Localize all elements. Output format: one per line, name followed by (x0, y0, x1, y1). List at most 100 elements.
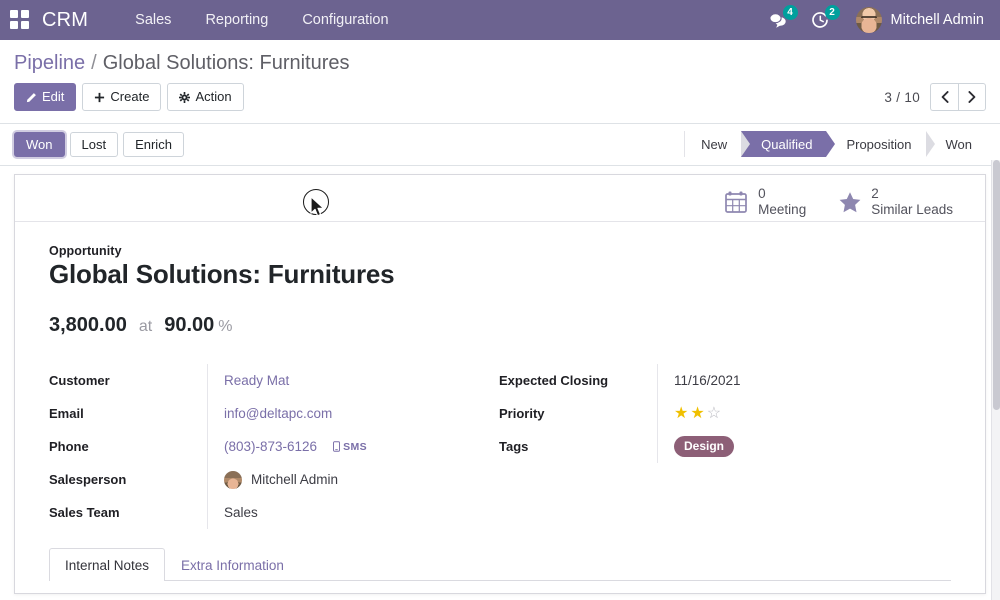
menu-item-reporting[interactable]: Reporting (205, 12, 269, 28)
page-title[interactable]: Global Solutions: Furnitures (49, 259, 395, 289)
tab-extra-information[interactable]: Extra Information (181, 558, 284, 573)
pager-previous-button[interactable] (930, 83, 958, 111)
field-value-expected-closing[interactable]: 11/16/2021 (657, 364, 951, 397)
tag-design[interactable]: Design (674, 436, 735, 457)
apps-grid-square (10, 21, 18, 29)
similar-leads-count: 2 (871, 186, 879, 202)
app-brand-crm[interactable]: CRM (42, 8, 89, 31)
pipeline-stages: New Qualified Proposition Won (684, 131, 986, 157)
navbar-right: 4 2 Mitchell Admin (758, 0, 988, 40)
salesperson-name[interactable]: Mitchell Admin (251, 472, 339, 487)
statusbar-action-buttons: Won Lost Enrich (14, 131, 184, 157)
field-label-customer: Customer (49, 373, 110, 388)
send-sms-link[interactable]: SMS (333, 441, 367, 453)
breadcrumb-separator: / (91, 52, 97, 74)
notebook-tabs: Internal Notes Extra Information (49, 548, 951, 581)
activities-badge: 2 (824, 5, 840, 20)
percent-symbol: % (218, 318, 233, 335)
similar-leads-label: Similar Leads (871, 202, 953, 217)
mobile-phone-icon (333, 441, 341, 452)
mark-won-button[interactable]: Won (14, 131, 65, 157)
form-sheet: 0 Meeting 2 Similar Leads Opportunity Gl… (14, 174, 986, 594)
action-button-label: Action (195, 89, 232, 104)
field-label-priority: Priority (499, 406, 545, 421)
priority-stars[interactable]: ★ ★ ☆ (674, 404, 722, 422)
pager: 3 / 10 (884, 83, 986, 111)
apps-grid-square (10, 10, 18, 18)
create-button[interactable]: Create (82, 83, 162, 111)
edit-button[interactable]: Edit (14, 83, 77, 111)
create-button-label: Create (110, 89, 150, 104)
plus-icon (95, 92, 105, 102)
meeting-label: Meeting (758, 202, 807, 217)
breadcrumb-pipeline[interactable]: Pipeline (14, 52, 86, 74)
star-filled-icon[interactable]: ★ (674, 404, 689, 422)
user-menu[interactable]: Mitchell Admin (842, 7, 988, 33)
star-empty-icon[interactable]: ☆ (706, 404, 722, 422)
star-icon (839, 191, 861, 212)
apps-grid-square (21, 21, 29, 29)
spacer-cell (657, 496, 951, 529)
stage-new[interactable]: New (685, 131, 751, 157)
pager-next-button[interactable] (958, 83, 986, 111)
avatar (855, 7, 882, 33)
field-value-salesperson[interactable]: Mitchell Admin (207, 463, 499, 496)
field-label-salesperson: Salesperson (49, 472, 127, 487)
activities-button[interactable]: 2 (800, 0, 842, 40)
gear-icon (179, 91, 191, 103)
field-value-phone[interactable]: (803)-873-6126 SMS (207, 430, 499, 463)
similar-leads-stat-button[interactable]: 2 Similar Leads (822, 186, 969, 217)
action-button[interactable]: Action (167, 83, 244, 111)
field-label-phone: Phone (49, 439, 89, 454)
stat-button-box: 0 Meeting 2 Similar Leads (15, 175, 985, 222)
menu-item-sales[interactable]: Sales (135, 12, 172, 28)
enrich-button[interactable]: Enrich (123, 131, 184, 157)
control-panel-buttons: Edit Create Action (14, 77, 986, 123)
stage-proposition[interactable]: Proposition (826, 131, 935, 157)
page-scrollbar[interactable] (991, 160, 1000, 600)
field-value-email[interactable]: info@deltapc.com (207, 397, 499, 430)
field-label-email: Email (49, 406, 84, 421)
pager-counter: 3 / 10 (884, 89, 920, 105)
salesperson-avatar (224, 470, 242, 489)
activities-clock-icon (811, 12, 828, 28)
spacer-cell (499, 496, 657, 529)
scrollbar-thumb[interactable] (993, 160, 1000, 410)
breadcrumb: Pipeline / Global Solutions: Furnitures (14, 40, 986, 77)
expected-revenue-value[interactable]: 3,800.00 (49, 314, 127, 336)
phone-number[interactable]: (803)-873-6126 (224, 439, 318, 454)
field-label-tags: Tags (499, 439, 529, 454)
messages-button[interactable]: 4 (758, 0, 800, 40)
mark-lost-button[interactable]: Lost (69, 131, 119, 157)
probability-value[interactable]: 90.00 (164, 314, 215, 336)
field-value-customer[interactable]: Ready Mat (207, 364, 499, 397)
messages-icon (768, 13, 786, 28)
pager-buttons (930, 83, 986, 111)
apps-grid-icon[interactable] (10, 10, 30, 30)
control-panel: Pipeline / Global Solutions: Furnitures … (0, 40, 1000, 124)
at-label: at (138, 318, 153, 335)
user-name: Mitchell Admin (890, 12, 984, 28)
similar-leads-stat-text: 2 Similar Leads (871, 186, 953, 217)
record-kind-label: Opportunity (49, 244, 122, 258)
star-filled-icon[interactable]: ★ (690, 404, 705, 422)
record-fields: Customer Ready Mat Expected Closing 11/1… (49, 364, 951, 529)
field-value-tags[interactable]: Design (657, 430, 951, 463)
sms-label: SMS (343, 440, 368, 453)
field-value-priority[interactable]: ★ ★ ☆ (657, 397, 951, 430)
field-value-sales-team[interactable]: Sales (207, 496, 499, 529)
calendar-icon (725, 191, 748, 213)
pencil-icon (26, 92, 36, 102)
chevron-left-icon (941, 91, 949, 103)
top-navbar: CRM Sales Reporting Configuration 4 2 Mi… (0, 0, 1000, 40)
stage-qualified[interactable]: Qualified (741, 131, 836, 157)
statusbar: Won Lost Enrich New Qualified Propositio… (0, 124, 1000, 166)
meeting-stat-button[interactable]: 0 Meeting (709, 186, 822, 217)
menu-item-configuration[interactable]: Configuration (302, 12, 389, 28)
messages-badge: 4 (782, 5, 798, 20)
tab-internal-notes[interactable]: Internal Notes (49, 548, 166, 581)
revenue-row: 3,800.00 at 90.00% (49, 314, 951, 337)
main-menu: Sales Reporting Configuration (118, 0, 405, 40)
stage-won[interactable]: Won (925, 131, 986, 157)
spacer-cell (657, 463, 951, 496)
